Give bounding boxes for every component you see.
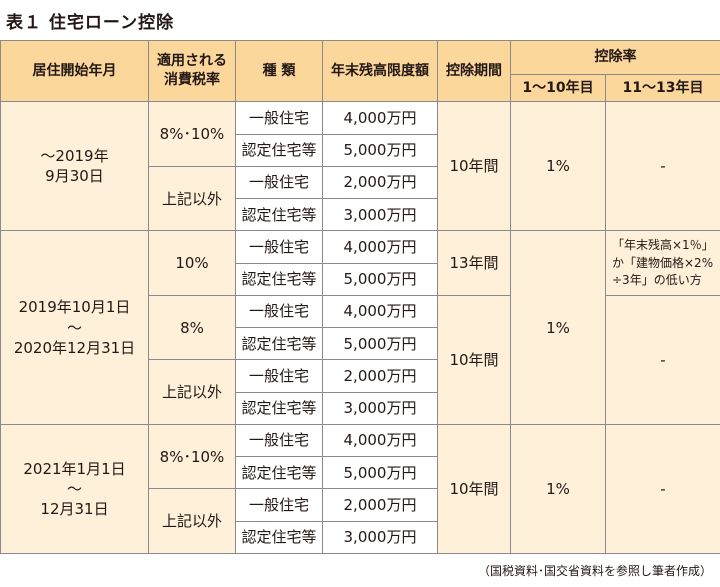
rate-11-13-cell: - — [605, 294, 720, 425]
type-cell: 一般住宅 — [235, 359, 323, 393]
limit-cell: 3,000万円 — [322, 391, 438, 425]
type-cell: 認定住宅等 — [235, 456, 323, 490]
type-cell: 認定住宅等 — [235, 520, 323, 555]
limit-cell: 2,000万円 — [322, 165, 438, 200]
limit-cell: 5,000万円 — [322, 262, 438, 296]
type-cell: 認定住宅等 — [235, 327, 323, 361]
type-cell: 認定住宅等 — [235, 262, 323, 296]
limit-cell: 2,000万円 — [322, 488, 438, 522]
tax-rate-cell: 上記以外 — [148, 359, 236, 425]
limit-cell: 4,000万円 — [322, 294, 438, 329]
header-deduction-rate: 控除率 — [510, 39, 720, 76]
table-title: 表１ 住宅ローン控除 — [6, 13, 175, 33]
limit-cell: 3,000万円 — [322, 198, 438, 232]
deduction-period-cell: 10年間 — [437, 101, 511, 232]
deduction-period-cell: 10年間 — [437, 423, 511, 555]
type-cell: 認定住宅等 — [235, 133, 323, 167]
header-limit: 年末残高限度額 — [322, 39, 438, 103]
type-cell: 一般住宅 — [235, 294, 323, 329]
tax-rate-cell: 8%･10% — [148, 423, 236, 490]
tax-rate-cell: 上記以外 — [148, 165, 236, 232]
deduction-period-cell: 13年間 — [437, 230, 511, 296]
rate-11-13-cell: - — [605, 423, 720, 555]
header-period: 居住開始年月 — [0, 39, 149, 103]
limit-cell: 2,000万円 — [322, 359, 438, 393]
limit-cell: 3,000万円 — [322, 520, 438, 555]
limit-cell: 5,000万円 — [322, 456, 438, 490]
source-note: （国税資料･国交省資料を参照し筆者作成） — [477, 564, 712, 578]
header-rate-1-10: 1〜10年目 — [510, 74, 606, 103]
limit-cell: 4,000万円 — [322, 423, 438, 458]
header-type: 種 類 — [235, 39, 323, 103]
limit-cell: 5,000万円 — [322, 327, 438, 361]
limit-cell: 4,000万円 — [322, 101, 438, 135]
limit-cell: 5,000万円 — [322, 133, 438, 167]
type-cell: 一般住宅 — [235, 165, 323, 200]
limit-cell: 4,000万円 — [322, 230, 438, 264]
tax-rate-cell: 上記以外 — [148, 488, 236, 554]
type-cell: 認定住宅等 — [235, 391, 323, 425]
housing-loan-deduction-table: 居住開始年月 適用される 消費税率 種 類 年末残高限度額 控除期間 控除率 1… — [0, 39, 720, 555]
period-cell: 2021年1月1日 〜 12月31日 — [0, 423, 149, 555]
header-deduction-period: 控除期間 — [437, 39, 511, 103]
rate-1-10-cell: 1% — [510, 423, 606, 555]
deduction-period-cell: 10年間 — [437, 294, 511, 425]
period-cell: 〜2019年 9月30日 — [0, 101, 149, 232]
tax-rate-cell: 10% — [148, 230, 236, 296]
header-rate-11-13: 11〜13年目 — [605, 74, 720, 103]
type-cell: 一般住宅 — [235, 488, 323, 522]
header-tax-rate: 適用される 消費税率 — [148, 39, 236, 103]
type-cell: 一般住宅 — [235, 230, 323, 264]
type-cell: 一般住宅 — [235, 101, 323, 135]
rate-11-13-cell: - — [605, 101, 720, 232]
rate-1-10-cell: 1% — [510, 230, 606, 425]
rate-11-13-note-cell: 「年末残高×1％」 か「建物価格×2% ÷3年」の低い方 — [605, 230, 720, 296]
tax-rate-cell: 8%･10% — [148, 101, 236, 167]
period-cell: 2019年10月1日 〜 2020年12月31日 — [0, 230, 149, 425]
tax-rate-cell: 8% — [148, 294, 236, 361]
type-cell: 認定住宅等 — [235, 198, 323, 232]
rate-1-10-cell: 1% — [510, 101, 606, 232]
type-cell: 一般住宅 — [235, 423, 323, 458]
